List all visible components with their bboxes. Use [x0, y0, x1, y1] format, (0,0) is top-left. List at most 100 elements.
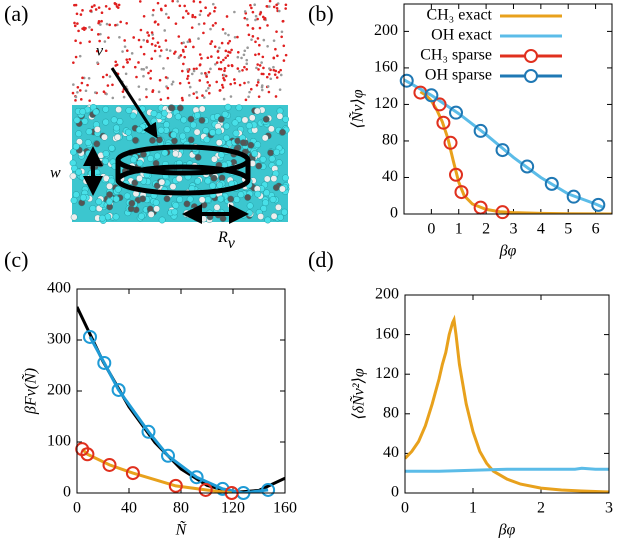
water-atom [186, 77, 189, 80]
water-atom [202, 96, 206, 99]
surface-atom [102, 105, 110, 113]
water-atom [154, 20, 157, 23]
series-marker [168, 478, 183, 493]
water-atom [151, 33, 154, 36]
water-atom [74, 3, 78, 7]
series-marker [198, 482, 213, 497]
water-atom [151, 90, 154, 94]
water-atom [236, 35, 239, 39]
series-marker [449, 105, 463, 120]
water-atom [123, 39, 126, 42]
water-atom [132, 36, 135, 39]
x-tick-label: 0 [73, 500, 81, 517]
surface-atom [98, 214, 106, 222]
water-atom [164, 76, 168, 79]
surface-atom [189, 121, 197, 129]
water-atom [195, 90, 198, 94]
x-axis-label: Ñ [175, 520, 188, 539]
water-atom [93, 4, 96, 7]
series-marker [161, 448, 175, 463]
water-atom [183, 55, 186, 59]
water-atom [103, 40, 107, 43]
y-tick-label: 0 [391, 484, 399, 501]
water-atom [145, 66, 148, 69]
water-atom [87, 76, 91, 80]
x-tick-label: 3 [605, 500, 613, 517]
water-atom [260, 61, 263, 64]
water-atom [221, 86, 225, 89]
water-atom [258, 43, 261, 47]
water-atom [213, 45, 217, 48]
y-tick-label: 40 [383, 444, 399, 461]
water-atom [178, 4, 182, 8]
surface-atom [210, 174, 218, 182]
water-atom [251, 10, 255, 14]
water-atom [272, 56, 276, 60]
surface-atom [163, 195, 171, 203]
surface-atom [248, 114, 256, 122]
water-atom [242, 53, 246, 57]
water-atom [218, 46, 221, 50]
surface-atom [128, 199, 136, 207]
surface-atom [153, 182, 161, 190]
water-atom [230, 48, 233, 52]
water-atom [258, 12, 262, 16]
water-atom [99, 32, 102, 36]
y-tick-label: 200 [47, 382, 71, 399]
water-atom [267, 72, 271, 76]
series-marker [83, 329, 97, 344]
water-atom [79, 98, 83, 101]
water-atom [74, 55, 78, 59]
water-atom [188, 85, 192, 89]
y-tick-label: 200 [375, 286, 399, 303]
water-atom [186, 70, 190, 73]
series-marker [520, 159, 535, 174]
water-atom [190, 72, 194, 76]
water-atom [282, 59, 286, 62]
water-atom [104, 49, 108, 53]
water-atom [240, 56, 243, 60]
water-atom [236, 55, 240, 59]
water-atom [223, 69, 226, 73]
y-tick-label: 40 [382, 168, 398, 185]
water-atom [222, 97, 226, 101]
water-atom [188, 94, 191, 97]
water-atom [128, 57, 131, 61]
x-tick-label: 1 [455, 221, 463, 238]
water-atom [75, 12, 79, 16]
water-atom [166, 56, 170, 60]
water-atom [256, 63, 259, 66]
surface-atom [84, 139, 92, 147]
water-atom [192, 0, 196, 3]
water-atom [261, 55, 265, 59]
legend-marker [524, 49, 538, 63]
water-atom [274, 47, 277, 51]
water-atom [146, 31, 149, 34]
surface-atom [158, 216, 166, 224]
x-tick-label: 1 [469, 500, 477, 517]
surface-atom [93, 140, 101, 148]
surface-atom [215, 128, 222, 136]
water-atom [191, 15, 194, 19]
surface-atom [158, 178, 166, 186]
surface-atom [112, 195, 120, 203]
surface-atom [263, 175, 271, 183]
surface-atom [167, 104, 175, 112]
surface-atom [263, 189, 271, 197]
water-atom [74, 39, 77, 43]
surface-atom [147, 155, 154, 162]
water-atom [210, 55, 213, 58]
water-atom [135, 75, 138, 79]
series-marker [125, 466, 140, 481]
water-atom [192, 45, 195, 49]
series-line [405, 314, 609, 493]
water-atom [157, 90, 161, 94]
water-atom [197, 37, 200, 40]
water-atom [277, 9, 281, 13]
water-atom [174, 22, 178, 25]
surface-atom [106, 191, 113, 198]
surface-atom [123, 192, 131, 200]
water-atom [167, 16, 170, 19]
water-atom [217, 67, 221, 71]
water-atom [117, 3, 121, 7]
